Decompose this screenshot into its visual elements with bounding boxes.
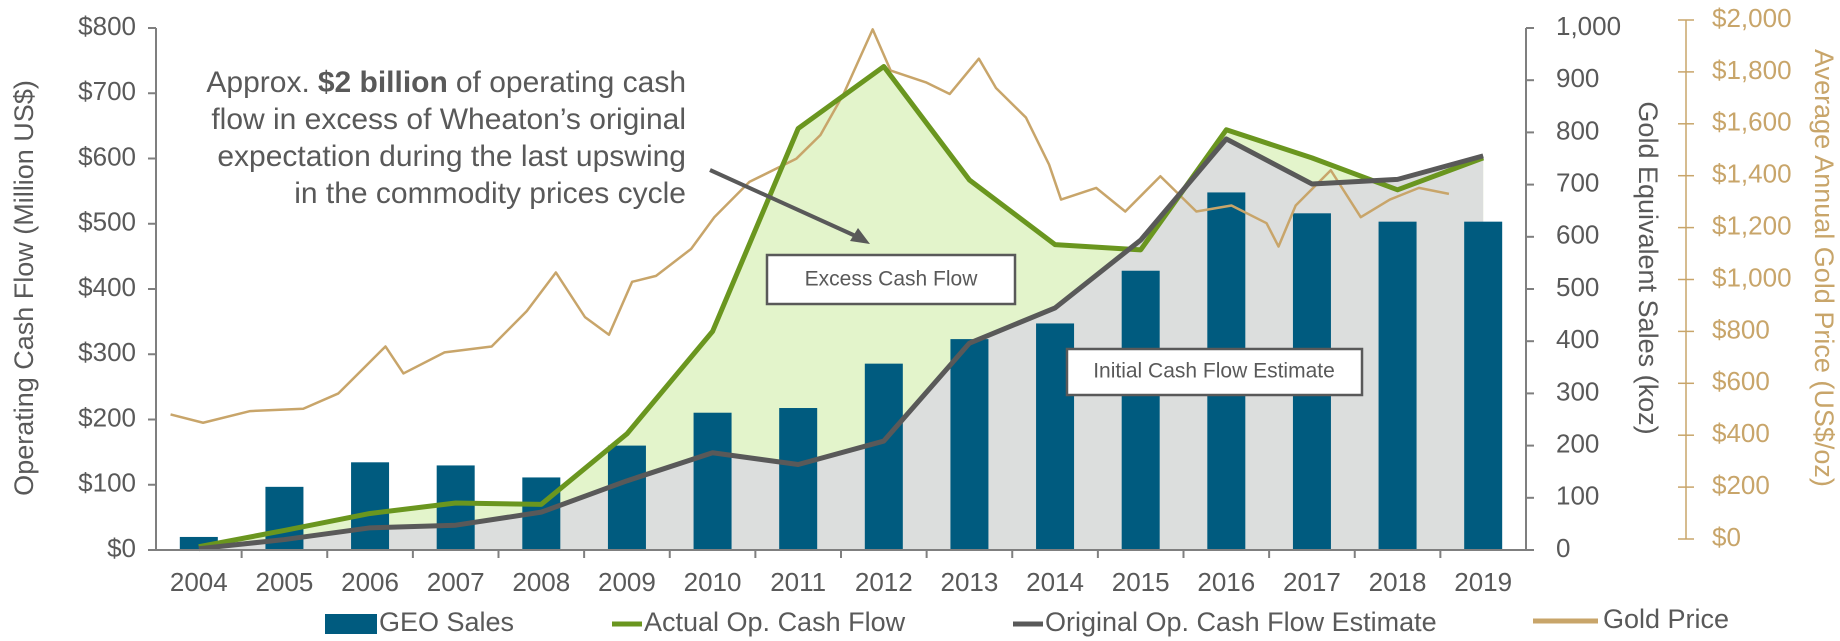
y2-tick-label: 100 — [1556, 481, 1599, 511]
y-tick-label: $800 — [78, 11, 136, 41]
bar — [693, 412, 732, 550]
x-tick-label: 2009 — [598, 567, 656, 597]
bar — [351, 462, 390, 550]
bar — [607, 445, 646, 550]
y-tick-label: $700 — [78, 76, 136, 106]
bar — [1464, 221, 1503, 551]
area — [198, 138, 1484, 551]
legend-label: GEO Sales — [379, 607, 514, 637]
y3-tick-label: $0 — [1712, 522, 1741, 552]
x-tick-label: 2004 — [170, 567, 228, 597]
y2-axis-title: Gold Equivalent Sales (koz) — [1633, 101, 1663, 434]
x-tick-label: 2014 — [1026, 567, 1084, 597]
y3-tick-label: $1,400 — [1712, 159, 1792, 189]
callout-box — [765, 253, 1017, 306]
y-tick-label: $600 — [78, 141, 136, 171]
annotation: Approx. $2 billion of operating cash flow i… — [206, 66, 686, 210]
x-tick-label: 2017 — [1283, 567, 1341, 597]
legend-label: Gold Price — [1603, 604, 1729, 634]
x-tick-label: 2007 — [427, 567, 485, 597]
y3-tick-label: $1,800 — [1712, 55, 1792, 85]
callout-box — [1065, 347, 1364, 397]
y3-tick-label: $1,000 — [1712, 262, 1792, 292]
annotation-line: flow in excess of Wheaton’s original — [211, 103, 686, 136]
y2-tick-label: 900 — [1556, 63, 1599, 93]
y3-tick-label: $1,200 — [1712, 210, 1792, 240]
legend-label: Original Op. Cash Flow Estimate — [1045, 607, 1437, 637]
gold-line — [170, 28, 1450, 424]
y2-tick-label: 600 — [1556, 220, 1599, 250]
callout-label: Initial Cash Flow Estimate — [1093, 360, 1335, 383]
legend-swatch — [325, 614, 377, 634]
annotation-line: expectation during the last upswing — [217, 140, 686, 173]
arrow-line — [709, 168, 861, 240]
area-layer — [198, 66, 1484, 551]
x-tick-label: 2019 — [1454, 567, 1512, 597]
arrow-head — [850, 228, 870, 244]
line — [198, 136, 1484, 552]
legend-label: Actual Op. Cash Flow — [644, 607, 906, 637]
x-tick-label: 2013 — [941, 567, 999, 597]
y3-tick-label: $200 — [1712, 470, 1770, 500]
y3-axis-title: Average Annual Gold Price (US$/oz) — [1809, 49, 1839, 487]
line — [198, 63, 1485, 550]
y2-tick-label: 300 — [1556, 376, 1599, 406]
y-tick-label: $400 — [78, 272, 136, 302]
bar — [1121, 270, 1160, 550]
y-tick-label: $300 — [78, 337, 136, 367]
x-tick-label: 2006 — [341, 567, 399, 597]
bar — [864, 363, 903, 550]
y2-tick-label: 700 — [1556, 167, 1599, 197]
y2-tick-label: 800 — [1556, 115, 1599, 145]
annotation-part: Approx. — [206, 66, 309, 99]
x-tick-label: 2008 — [512, 567, 570, 597]
y2-tick-label: 400 — [1556, 324, 1599, 354]
y-tick-label: $0 — [107, 533, 136, 563]
y-axis-title: Operating Cash Flow (Million US$) — [9, 80, 39, 496]
annotation-line: in the commodity prices cycle — [294, 177, 686, 210]
y3-tick-label: $800 — [1712, 314, 1770, 344]
y3-tick-label: $1,600 — [1712, 107, 1792, 137]
bar — [779, 408, 818, 550]
y3-tick-label: $400 — [1712, 418, 1770, 448]
bar — [1378, 221, 1417, 551]
y-tick-label: $500 — [78, 207, 136, 237]
x-tick-label: 2005 — [256, 567, 314, 597]
annotation-part: $2 billion — [318, 66, 448, 99]
y2-tick-label: 0 — [1556, 533, 1570, 563]
y2-tick-label: 500 — [1556, 272, 1599, 302]
y3-tick-label: $2,000 — [1712, 3, 1792, 33]
line-layer — [198, 63, 1485, 552]
x-tick-label: 2010 — [684, 567, 742, 597]
callout-label: Excess Cash Flow — [805, 268, 979, 291]
y2-tick-label: 1,000 — [1556, 11, 1621, 41]
x-tick-label: 2016 — [1197, 567, 1255, 597]
bar — [436, 465, 475, 550]
x-tick-label: 2012 — [855, 567, 913, 597]
x-tick-label: 2011 — [770, 567, 826, 597]
y-tick-label: $200 — [78, 402, 136, 432]
legend: GEO Sales Actual Op. Cash Flow Original Op… — [325, 604, 1729, 637]
bar — [950, 339, 989, 550]
y3-tick-label: $600 — [1712, 366, 1770, 396]
annotation-line: Approx. $2 billion of operating cash — [206, 66, 686, 99]
axes-layer: $0 $100 $200 $300 $400 $500 $600 $700 $800 0 100 20… — [78, 3, 1791, 597]
x-tick-label: 2015 — [1112, 567, 1170, 597]
annotation-part: of operating cash — [456, 66, 686, 99]
y2-tick-label: 200 — [1556, 428, 1599, 458]
x-tick-label: 2018 — [1369, 567, 1427, 597]
y-tick-label: $100 — [78, 468, 136, 498]
